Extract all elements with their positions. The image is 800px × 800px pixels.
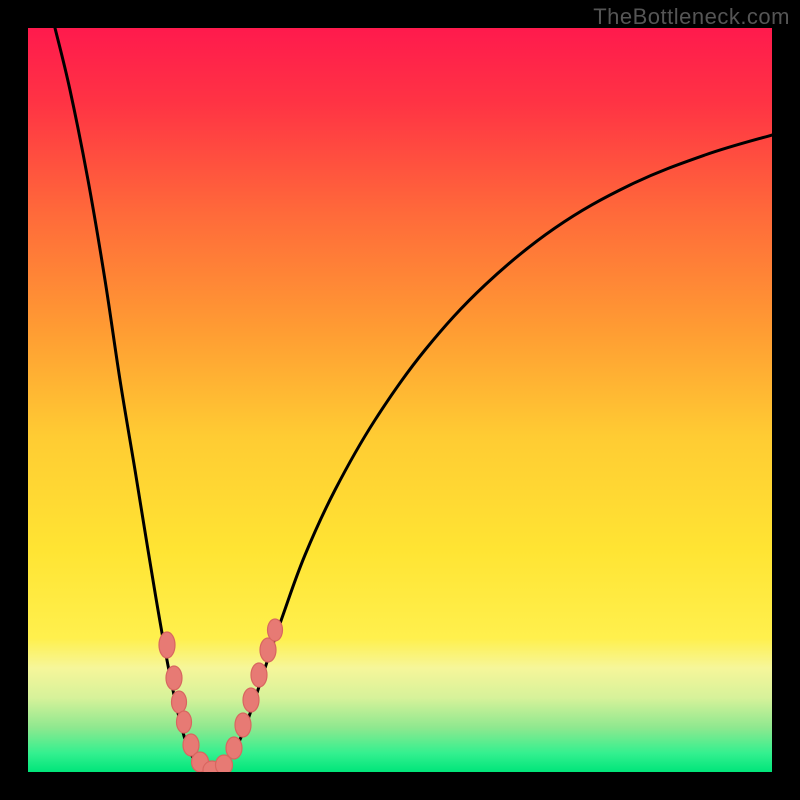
bottleneck-chart [0,0,800,800]
marker-bead [172,691,187,713]
marker-bead [159,632,175,658]
marker-bead [226,737,242,759]
marker-bead [235,713,251,737]
marker-bead [260,638,276,662]
watermark-text: TheBottleneck.com [593,4,790,30]
marker-bead [268,619,283,641]
gradient-background [28,28,772,772]
marker-bead [177,711,192,733]
chart-stage: TheBottleneck.com [0,0,800,800]
marker-bead [251,663,267,687]
marker-bead [166,666,182,690]
marker-bead [243,688,259,712]
